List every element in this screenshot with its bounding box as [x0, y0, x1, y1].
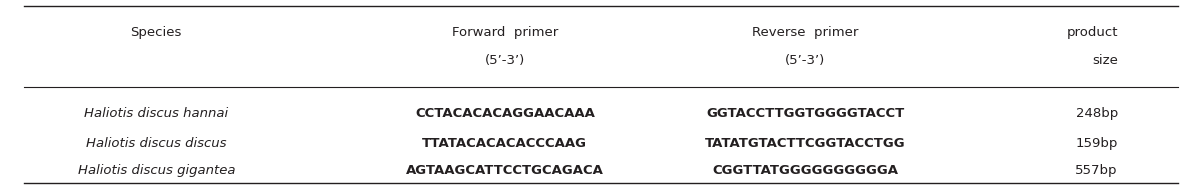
Text: TTATACACACACCCAAG: TTATACACACACCCAAG: [422, 137, 588, 150]
Text: Species: Species: [131, 26, 182, 39]
Text: 557bp: 557bp: [1076, 164, 1118, 177]
Text: GGTACCTTGGTGGGGTACCT: GGTACCTTGGTGGGGTACCT: [707, 107, 904, 120]
Text: TATATGTACTTCGGTACCTGG: TATATGTACTTCGGTACCTGG: [706, 137, 905, 150]
Text: CCTACACACAGGAACAAA: CCTACACACAGGAACAAA: [415, 107, 595, 120]
Text: Haliotis discus gigantea: Haliotis discus gigantea: [77, 164, 236, 177]
Text: Forward  primer: Forward primer: [452, 26, 558, 39]
Text: Haliotis discus discus: Haliotis discus discus: [87, 137, 226, 150]
Text: product: product: [1066, 26, 1118, 39]
Text: (5’-3’): (5’-3’): [484, 54, 525, 67]
Text: 159bp: 159bp: [1076, 137, 1118, 150]
Text: Haliotis discus hannai: Haliotis discus hannai: [84, 107, 228, 120]
Text: (5’-3’): (5’-3’): [785, 54, 826, 67]
Text: AGTAAGCATTCCTGCAGACA: AGTAAGCATTCCTGCAGACA: [406, 164, 603, 177]
Text: Reverse  primer: Reverse primer: [752, 26, 858, 39]
Text: 248bp: 248bp: [1076, 107, 1118, 120]
Text: CGGTTATGGGGGGGGGGA: CGGTTATGGGGGGGGGGA: [713, 164, 898, 177]
Text: size: size: [1091, 54, 1118, 67]
